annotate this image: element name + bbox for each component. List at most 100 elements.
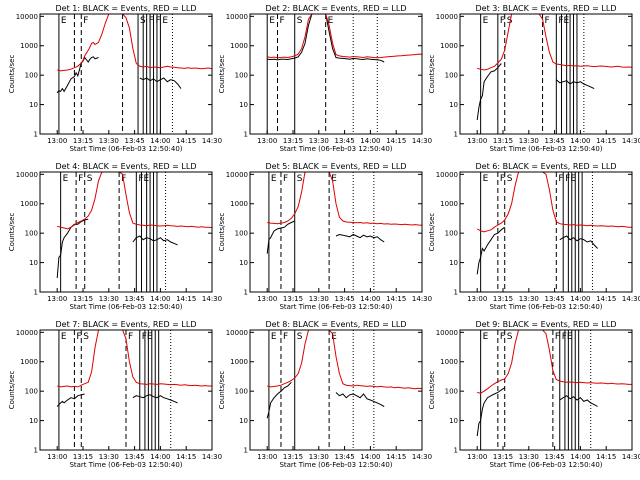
x-tick-label: 13:15 — [73, 137, 93, 145]
x-tick-label: 14:15 — [386, 453, 406, 461]
y-tick-label: 10000 — [16, 171, 38, 179]
y-tick-label: 10 — [239, 417, 248, 425]
x-tick-label: 14:15 — [386, 295, 406, 303]
y-tick-label: 1 — [454, 289, 458, 297]
y-tick-label: 100 — [445, 230, 458, 238]
flag-label: S — [83, 332, 89, 342]
panel-title: Det 9: BLACK = Events, RED = LLD — [476, 320, 617, 329]
plot-frame — [249, 329, 423, 451]
y-tick-label: 10000 — [226, 171, 248, 179]
plot-frame — [459, 13, 633, 135]
flag-label: E — [563, 16, 569, 26]
x-tick-label: 14:30 — [202, 137, 222, 145]
x-tick-label: 14:15 — [596, 137, 616, 145]
y-tick-label: 1000 — [440, 200, 458, 208]
x-tick-label: 14:00 — [360, 453, 380, 461]
flag-label: E — [147, 332, 153, 342]
events-series-line — [476, 226, 598, 275]
flag-label: F — [142, 332, 147, 342]
y-tick-label: 10000 — [436, 329, 458, 337]
flag-label: F — [283, 174, 288, 184]
flag-label: E — [269, 16, 275, 26]
flag-label: F — [76, 332, 81, 342]
y-tick-label: 10 — [239, 101, 248, 109]
x-tick-label: 13:45 — [335, 137, 355, 145]
lld-series-line — [267, 13, 423, 59]
flag-label: F — [565, 174, 570, 184]
y-tick-label: 100 — [445, 388, 458, 396]
x-tick-label: 13:00 — [47, 453, 67, 461]
events-series-line — [476, 387, 598, 437]
flag-label: F — [558, 174, 563, 184]
y-tick-label: 100 — [235, 388, 248, 396]
y-axis-label: Counts/sec — [428, 55, 436, 94]
flag-label: E — [570, 174, 576, 184]
y-tick-label: 1 — [244, 131, 248, 139]
flag-label: F — [128, 332, 133, 342]
x-tick-label: 13:00 — [467, 295, 487, 303]
flag-label: E — [271, 332, 277, 342]
flag-label: S — [297, 16, 303, 26]
x-tick-label: 13:15 — [493, 137, 513, 145]
x-axis-label: Start Time (06-Feb-03 12:50:40) — [489, 145, 602, 153]
x-tick-label: 13:15 — [493, 453, 513, 461]
lld-series-line — [477, 329, 632, 394]
x-tick-label: 13:45 — [545, 295, 565, 303]
x-tick-label: 14:30 — [202, 453, 222, 461]
flag-label: F — [500, 332, 505, 342]
y-tick-label: 1 — [34, 447, 38, 455]
flag-label: E — [483, 16, 489, 26]
y-tick-label: 1000 — [20, 42, 38, 50]
x-tick-label: 13:30 — [99, 295, 119, 303]
x-tick-label: 14:15 — [176, 453, 196, 461]
events-series-line — [266, 220, 385, 254]
y-axis-label: Counts/sec — [218, 213, 226, 252]
events-series-line — [476, 63, 595, 121]
flag-label: S — [507, 174, 513, 184]
flag-label: F — [555, 332, 560, 342]
flag-label: F — [138, 174, 143, 184]
y-tick-label: 10 — [239, 259, 248, 267]
flag-label: F — [280, 16, 285, 26]
lld-series-line — [57, 329, 212, 388]
y-tick-label: 10 — [29, 417, 38, 425]
y-axis-label: Counts/sec — [8, 371, 16, 410]
x-tick-label: 13:45 — [125, 295, 145, 303]
flag-label: S — [507, 16, 513, 26]
y-tick-label: 10000 — [16, 13, 38, 21]
flag-label: E — [328, 16, 334, 26]
x-tick-label: 13:45 — [545, 453, 565, 461]
lld-series-line — [267, 171, 423, 226]
flag-label: E — [271, 174, 277, 184]
y-tick-label: 1 — [454, 131, 458, 139]
events-series-line — [56, 56, 182, 94]
y-tick-label: 100 — [235, 72, 248, 80]
x-tick-label: 14:30 — [622, 295, 640, 303]
x-tick-label: 13:30 — [309, 295, 329, 303]
x-tick-label: 14:30 — [412, 295, 432, 303]
x-tick-label: 14:00 — [570, 137, 590, 145]
x-axis-label: Start Time (06-Feb-03 12:50:40) — [279, 145, 392, 153]
x-tick-label: 13:15 — [73, 295, 93, 303]
x-tick-label: 13:00 — [47, 295, 67, 303]
x-tick-label: 13:30 — [99, 453, 119, 461]
x-tick-label: 14:30 — [622, 137, 640, 145]
x-axis-label: Start Time (06-Feb-03 12:50:40) — [279, 303, 392, 311]
x-tick-label: 13:30 — [99, 137, 119, 145]
y-tick-label: 1000 — [20, 200, 38, 208]
x-tick-label: 14:15 — [176, 295, 196, 303]
x-tick-label: 14:00 — [360, 295, 380, 303]
x-tick-label: 13:15 — [283, 453, 303, 461]
events-series-line — [56, 393, 178, 407]
y-axis-label: Counts/sec — [218, 55, 226, 94]
panel-title: Det 5: BLACK = Events, RED = LLD — [266, 162, 407, 171]
flag-label: E — [143, 174, 149, 184]
flag-label: F — [78, 174, 83, 184]
y-tick-label: 10000 — [226, 13, 248, 21]
flag-label: E — [162, 16, 168, 26]
x-axis-label: Start Time (06-Feb-03 12:50:40) — [69, 145, 182, 153]
